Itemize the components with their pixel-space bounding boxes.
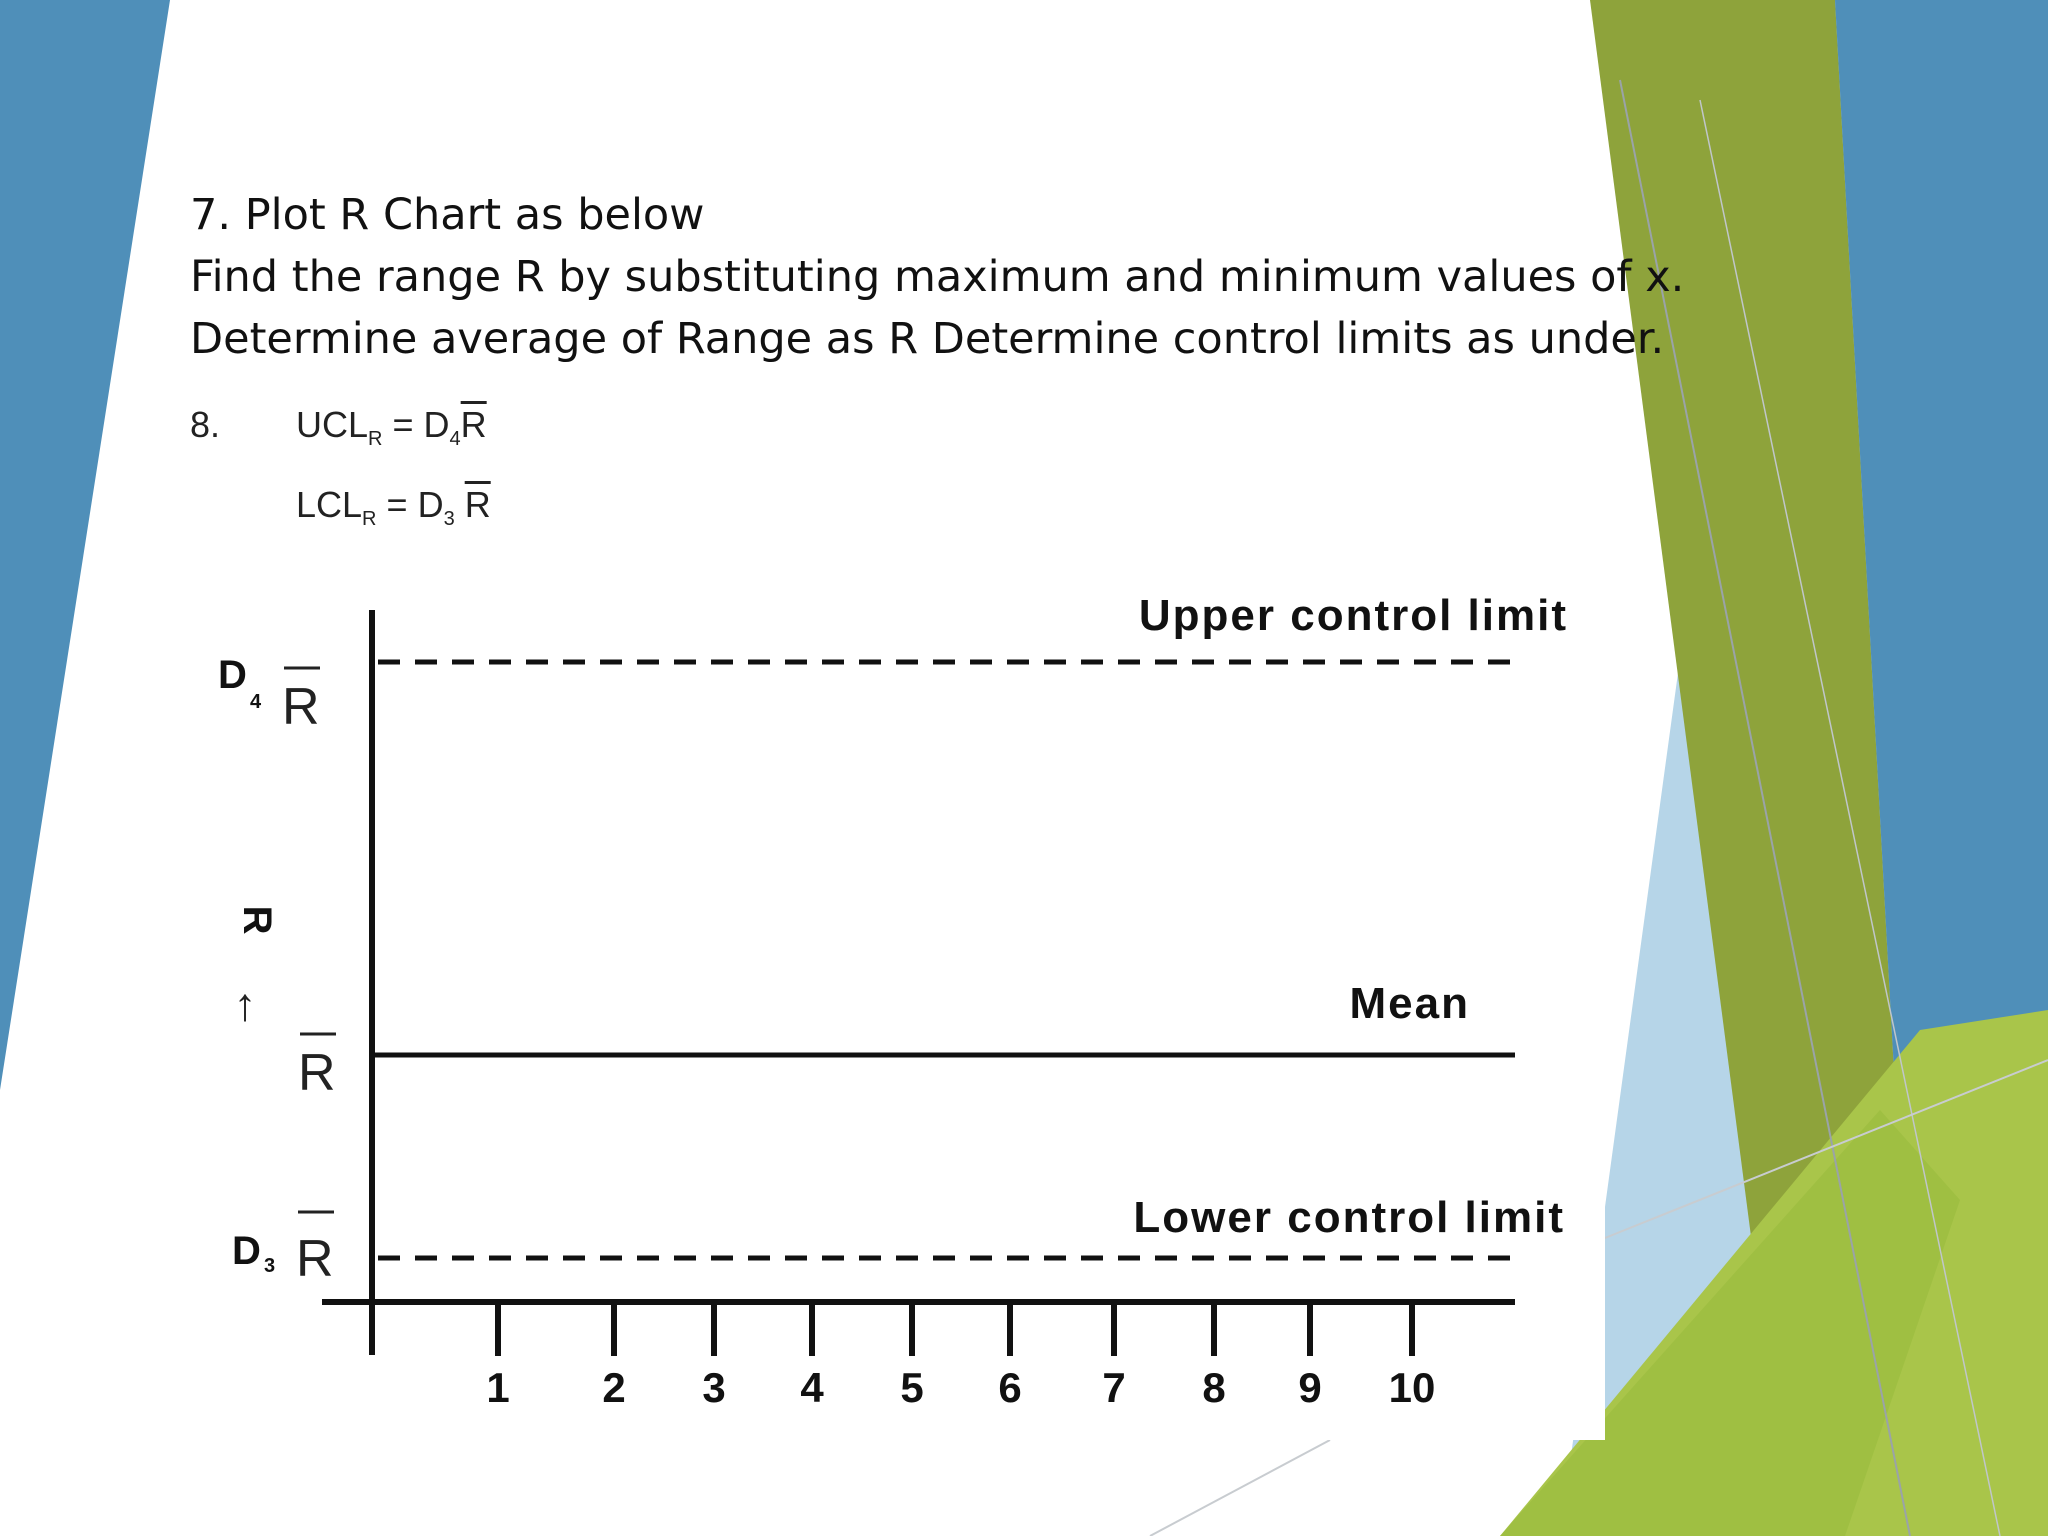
lcl-level-r: R: [296, 1230, 334, 1288]
instruction-line-3: Determine average of Range as R Determin…: [190, 314, 1665, 364]
ucl-coef-sub: 4: [449, 428, 461, 451]
lcl-rbar: R: [464, 484, 491, 525]
x-axis-ticks: 1 2 3 4 5 6 7 8 9 10: [486, 1302, 1435, 1411]
x-tick-label-10: 10: [1389, 1364, 1436, 1411]
lcl-label: Lower control limit: [1133, 1193, 1565, 1242]
x-tick-label-3: 3: [702, 1364, 725, 1411]
x-tick-label-9: 9: [1298, 1364, 1321, 1411]
lcl-level-sub: 3: [264, 1255, 275, 1277]
x-tick-label-7: 7: [1102, 1364, 1125, 1411]
ucl-level-sub: 4: [250, 691, 262, 713]
instruction-text: 7. Plot R Chart as below Find the range …: [190, 184, 1684, 370]
y-axis-label: R: [235, 906, 279, 935]
ucl-label: Upper control limit: [1139, 591, 1568, 640]
instruction-line-1: 7. Plot R Chart as below: [190, 190, 705, 240]
y-axis-arrow-icon: ↑: [234, 978, 257, 1030]
x-tick-label-2: 2: [602, 1364, 625, 1411]
mean-level-r: R: [298, 1044, 336, 1102]
lcl-eq: =: [386, 484, 408, 525]
mean-label: Mean: [1350, 979, 1470, 1028]
lower-lime-shape: [1500, 1110, 1960, 1536]
y-axis-title: R: [235, 906, 279, 935]
x-tick-label-8: 8: [1202, 1364, 1225, 1411]
lcl-lhs-sub: R: [362, 508, 377, 531]
x-tick-label-1: 1: [486, 1364, 509, 1411]
lcl-lhs: LCL: [296, 484, 363, 525]
left-blue-shape: [0, 0, 170, 1090]
ucl-rbar: R: [460, 404, 487, 445]
decor-thin-line-1: [1619, 79, 1911, 1536]
lcl-formula: LCLR = D3 R: [296, 484, 491, 531]
ucl-lhs-sub: R: [368, 428, 383, 451]
x-tick-label-4: 4: [800, 1364, 824, 1411]
formula-step-number: 8.: [190, 404, 221, 445]
lcl-coef-sub: 3: [443, 508, 455, 531]
chart-white-panel: [200, 590, 1605, 1440]
decor-thin-line-3: [1149, 1439, 1331, 1536]
x-tick-label-5: 5: [900, 1364, 923, 1411]
lcl-level-d: D: [232, 1229, 261, 1273]
ucl-coef: D: [423, 404, 450, 445]
decor-thin-line-4: [1599, 1059, 2048, 1241]
ucl-lhs: UCL: [296, 404, 369, 445]
decor-thin-line-2: [1699, 99, 2001, 1536]
ucl-level-d: D: [218, 653, 247, 697]
x-tick-label-6: 6: [998, 1364, 1021, 1411]
ucl-level-r: R: [282, 678, 320, 736]
ucl-formula: UCLR = D4R: [296, 404, 487, 451]
instruction-line-2: Find the range R by substituting maximum…: [190, 252, 1685, 302]
lcl-coef: D: [417, 484, 444, 525]
ucl-eq: =: [392, 404, 414, 445]
